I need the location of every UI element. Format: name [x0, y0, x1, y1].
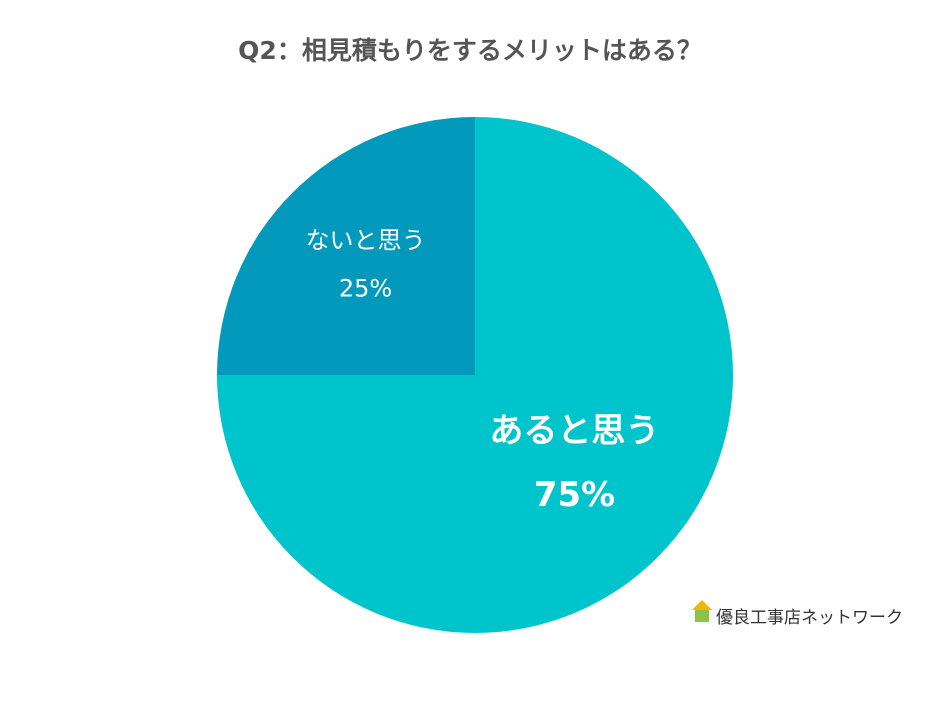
chart-title: Q2：相見積もりをするメリットはある？ [238, 36, 702, 65]
watermark-text: 優良工事店ネットワーク [716, 608, 903, 628]
watermark: 優良工事店ネットワーク [692, 600, 903, 628]
slice-label: あると思う [489, 411, 659, 451]
slice-label: ないと思う [306, 227, 426, 255]
logo-icon [695, 608, 709, 622]
pie-slice [217, 117, 475, 375]
slice-value-label: 25% [339, 275, 392, 303]
slice-value-label: 75% [534, 475, 615, 515]
logo-roof [692, 600, 712, 610]
